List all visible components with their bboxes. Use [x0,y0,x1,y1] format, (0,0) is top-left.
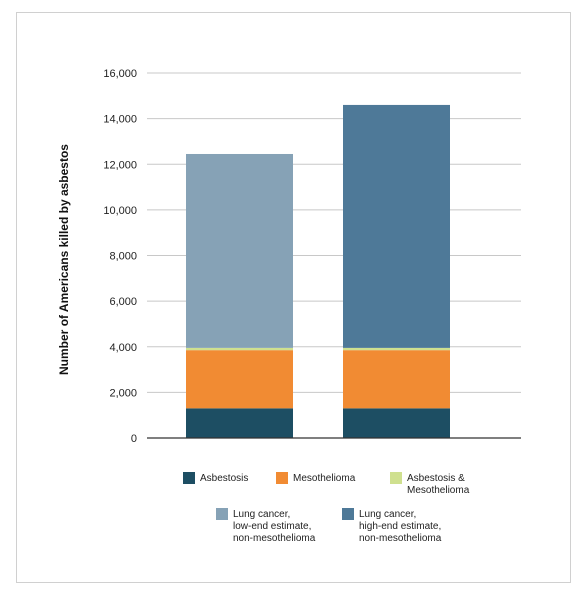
chart-frame [16,12,571,583]
y-tick-label: 16,000 [103,68,137,80]
y-axis-ticks: 0 2,000 4,000 6,000 8,000 10,000 12,000 14,000 1… [103,68,137,445]
bar-segment [343,350,450,409]
legend: Asbestosis Mesothelioma Asbestosis & Mesoth… [183,472,470,544]
y-tick-label: 6,000 [109,296,137,308]
bar-segment [186,350,293,409]
legend-label: Lung cancer, high-end estimate, non-mesoth… [359,509,442,544]
legend-swatch [390,472,402,484]
bar-segment [343,408,450,438]
legend-swatch [342,508,354,520]
legend-label: Mesothelioma [293,473,356,484]
legend-swatch [183,472,195,484]
bar-segment [343,104,450,348]
y-axis-label: Number of Americans killed by asbestos [57,144,71,375]
bar-segment [343,347,450,351]
bar-segment [186,347,293,351]
y-tick-label: 8,000 [109,251,137,263]
y-tick-label: 10,000 [103,205,137,217]
y-tick-label: 0 [131,433,137,445]
legend-label: Asbestosis & Mesothelioma [407,473,470,496]
bars [186,104,450,438]
legend-swatch [276,472,288,484]
bar-segment [186,408,293,438]
y-tick-label: 12,000 [103,159,137,171]
legend-swatch [216,508,228,520]
legend-label: Lung cancer, low-end estimate, non-mesothe… [233,509,316,544]
y-tick-label: 2,000 [109,387,137,399]
y-tick-label: 14,000 [103,114,137,126]
legend-label: Asbestosis [200,473,248,484]
bar-segment [186,153,293,348]
y-tick-label: 4,000 [109,342,137,354]
